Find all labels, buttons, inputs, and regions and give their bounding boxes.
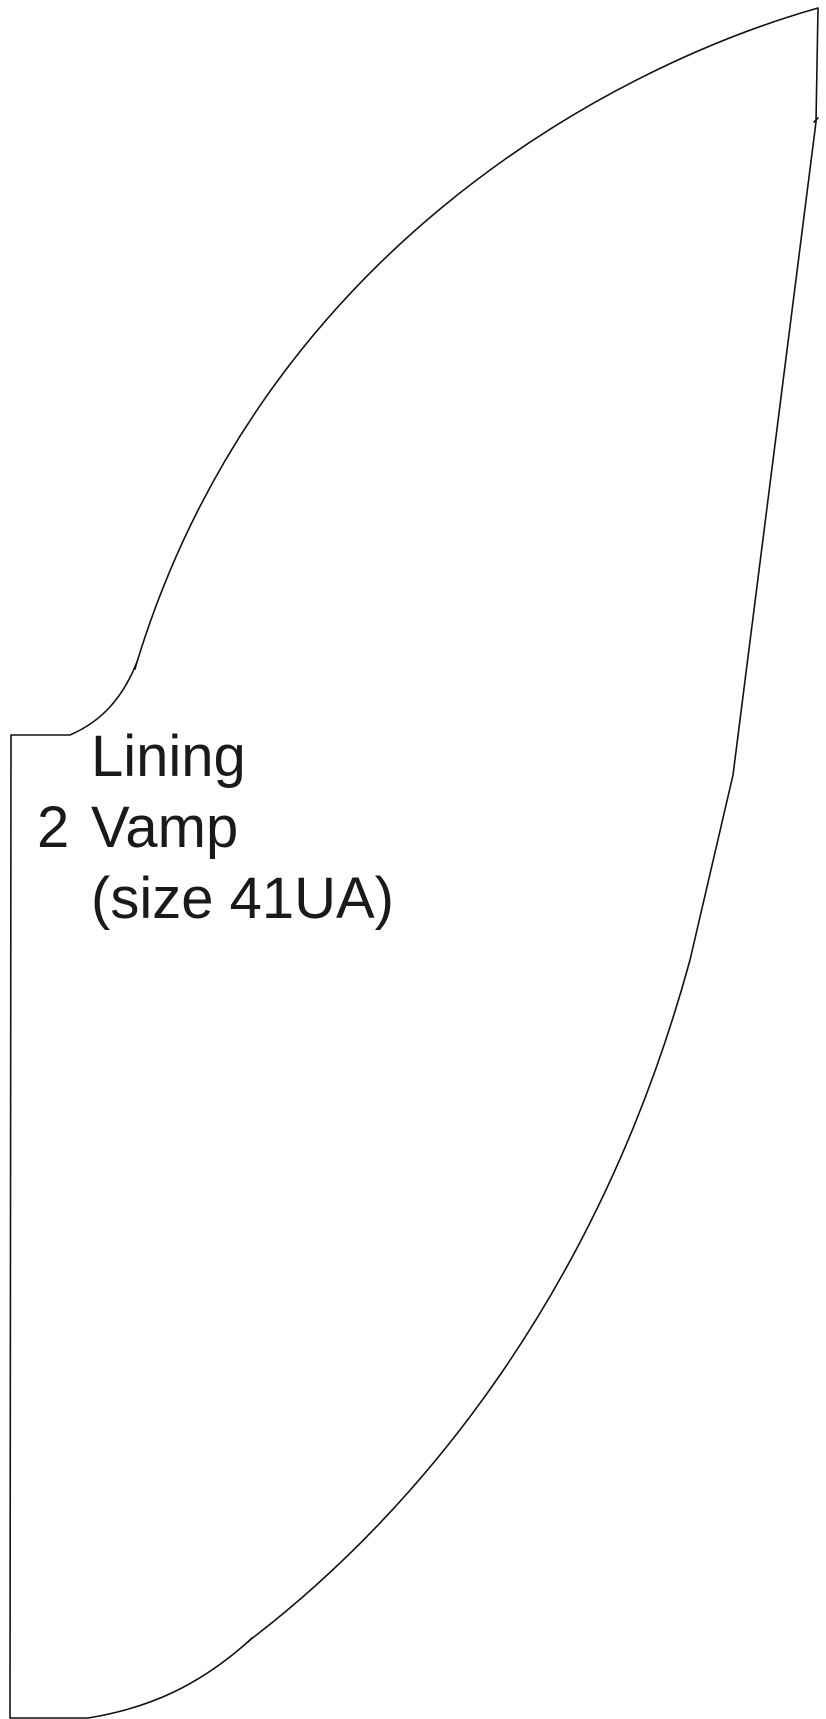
notch-mark-left-curve <box>134 661 138 670</box>
pattern-piece-outline <box>9 7 819 1719</box>
label-piece-count: 2 <box>37 795 69 860</box>
label-line-lining: Lining <box>91 724 246 789</box>
label-line-vamp: Vamp <box>91 795 238 860</box>
label-line-size: (size 41UA) <box>91 866 394 931</box>
notch-mark-bottom <box>247 1637 253 1643</box>
notch-mark-top-right <box>813 117 819 123</box>
